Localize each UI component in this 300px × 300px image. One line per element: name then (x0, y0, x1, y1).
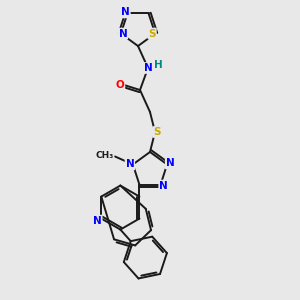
Text: N: N (118, 28, 127, 39)
Text: H: H (154, 60, 162, 70)
Text: CH₃: CH₃ (96, 151, 114, 160)
Text: N: N (159, 181, 168, 190)
Text: S: S (148, 28, 156, 39)
Text: S: S (153, 127, 161, 137)
Text: O: O (116, 80, 124, 90)
Text: N: N (166, 158, 175, 168)
Text: N: N (121, 8, 130, 17)
Text: N: N (125, 159, 134, 170)
Text: N: N (93, 216, 102, 226)
Text: N: N (144, 63, 152, 73)
